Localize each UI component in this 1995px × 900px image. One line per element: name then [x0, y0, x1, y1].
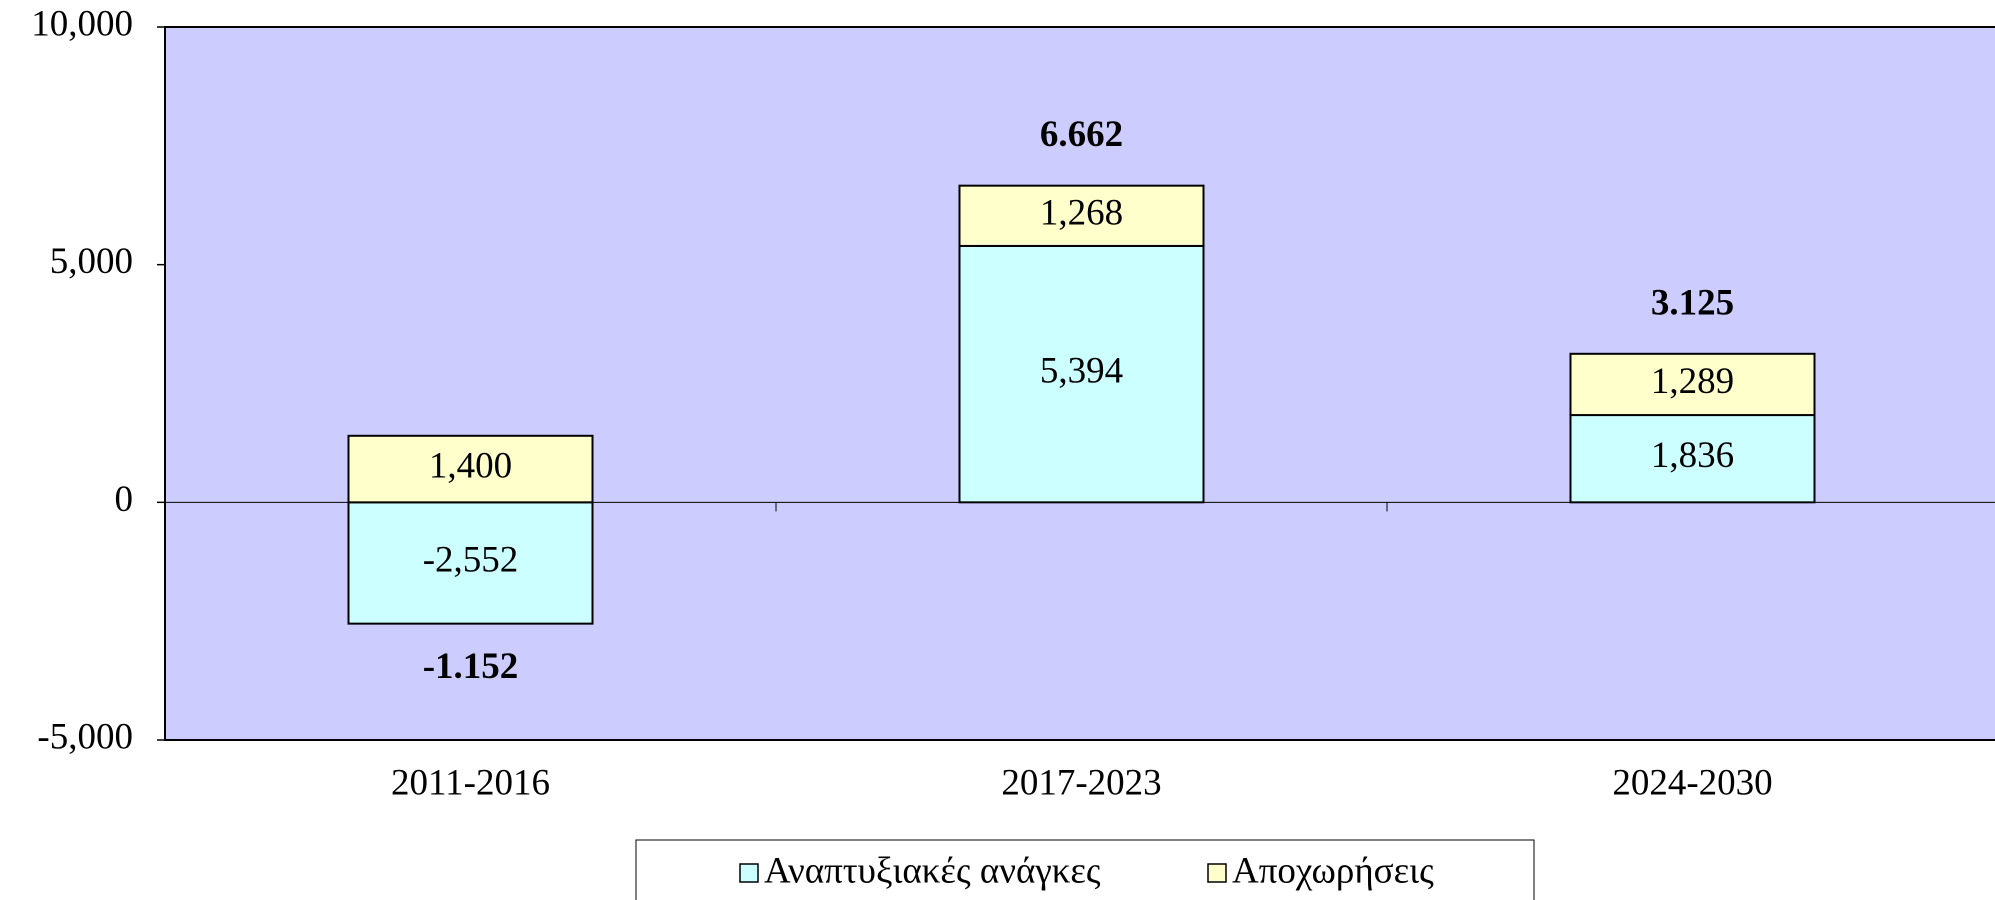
- x-tick-label: 2017-2023: [1001, 762, 1161, 803]
- bar-segment: [1569, 414, 1816, 504]
- bar-segment: [347, 501, 594, 625]
- value-label: 1,289: [1651, 361, 1734, 402]
- total-label: -1.152: [423, 646, 519, 687]
- bar-segment: [958, 184, 1205, 247]
- bar-segment: [958, 244, 1205, 504]
- legend-swatch: [739, 863, 759, 883]
- y-tick-label: 5,000: [50, 241, 133, 282]
- bar-segment: [347, 434, 594, 504]
- total-label: 3.125: [1651, 282, 1734, 323]
- total-label: 6.662: [1040, 114, 1123, 155]
- y-tick-label: -5,000: [37, 716, 133, 757]
- y-tick-label: 0: [115, 479, 134, 520]
- legend-label: Αναπτυξιακές ανάγκες: [764, 850, 1101, 891]
- legend-label: Αποχωρήσεις: [1232, 850, 1434, 891]
- value-label: 1,268: [1040, 192, 1123, 233]
- value-label: -2,552: [423, 539, 519, 580]
- bar-segment: [1569, 352, 1816, 417]
- value-label: 1,400: [429, 446, 512, 487]
- x-tick-label: 2011-2016: [391, 762, 550, 803]
- value-label: 1,836: [1651, 435, 1734, 476]
- legend-swatch: [1207, 863, 1227, 883]
- x-tick-label: 2024-2030: [1612, 762, 1772, 803]
- legend: [635, 839, 1535, 900]
- y-tick-label: 10,000: [31, 3, 133, 44]
- value-label: 5,394: [1040, 351, 1123, 392]
